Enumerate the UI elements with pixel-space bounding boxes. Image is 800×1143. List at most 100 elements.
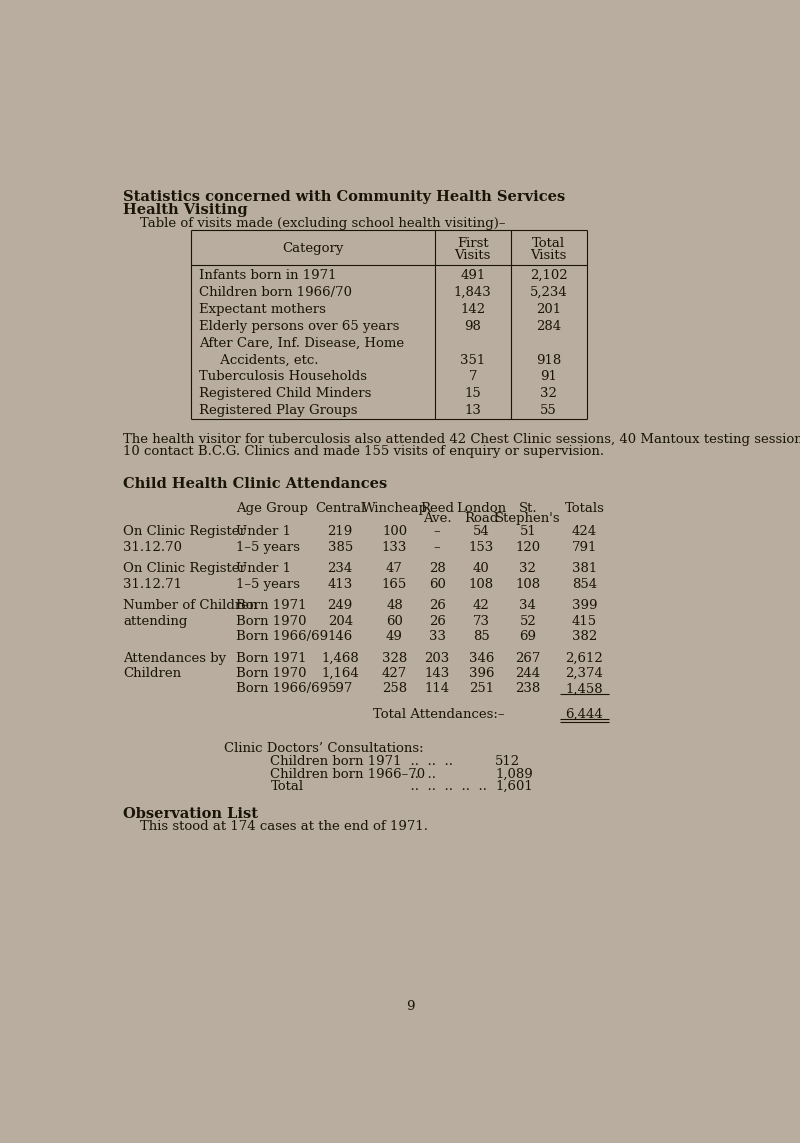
Text: Child Health Clinic Attendances: Child Health Clinic Attendances [123,478,387,491]
Text: 382: 382 [572,630,597,644]
Text: ..  ..  ..: .. .. .. [402,756,454,768]
Text: Under 1: Under 1 [236,526,290,538]
Text: 10 contact B.C.G. Clinics and made 155 visits of enquiry or supervision.: 10 contact B.C.G. Clinics and made 155 v… [123,445,604,458]
Text: 51: 51 [519,526,536,538]
Text: 28: 28 [429,562,446,575]
Text: Born 1970: Born 1970 [236,666,306,680]
Text: On Clinic Register: On Clinic Register [123,526,246,538]
Text: 54: 54 [473,526,490,538]
Text: 133: 133 [382,541,407,553]
Text: Total: Total [532,238,566,250]
Text: 42: 42 [473,599,490,613]
Text: 424: 424 [572,526,597,538]
Text: Tuberculosis Households: Tuberculosis Households [199,370,367,383]
Text: Attendances by: Attendances by [123,652,226,664]
Text: Total Attendances:–: Total Attendances:– [373,708,505,721]
Text: 7: 7 [469,370,477,383]
Text: 381: 381 [572,562,597,575]
Text: 98: 98 [464,320,482,333]
Text: 2,374: 2,374 [566,666,603,680]
Text: 108: 108 [469,577,494,591]
Text: 31.12.71: 31.12.71 [123,577,182,591]
Text: 249: 249 [328,599,353,613]
Text: Stephen's: Stephen's [495,512,561,525]
Text: 413: 413 [328,577,353,591]
Text: 100: 100 [382,526,407,538]
Text: 60: 60 [386,615,403,628]
Text: 238: 238 [515,682,541,695]
Text: Road: Road [464,512,498,525]
Text: 234: 234 [328,562,353,575]
Text: 201: 201 [536,303,562,315]
Text: St.: St. [518,502,537,515]
Text: 26: 26 [429,599,446,613]
Text: 108: 108 [515,577,540,591]
Text: 40: 40 [473,562,490,575]
Text: Born 1966/69: Born 1966/69 [236,630,328,644]
Text: Number of Children: Number of Children [123,599,258,613]
Text: 427: 427 [382,666,407,680]
Text: Clinic Doctors’ Consultations:: Clinic Doctors’ Consultations: [224,742,424,754]
Text: –: – [434,541,441,553]
Text: Total: Total [270,781,304,793]
Text: London: London [456,502,506,515]
Text: Born 1971: Born 1971 [236,652,306,664]
Text: Age Group: Age Group [236,502,307,515]
Text: Health Visiting: Health Visiting [123,202,248,217]
Text: 1,468: 1,468 [322,652,359,664]
Text: 26: 26 [429,615,446,628]
Text: ..  ..  ..  ..  ..: .. .. .. .. .. [402,781,487,793]
Text: 47: 47 [386,562,403,575]
Text: 1–5 years: 1–5 years [236,541,300,553]
Text: 1,843: 1,843 [454,286,492,298]
Text: –: – [434,526,441,538]
Text: 32: 32 [519,562,536,575]
Text: 165: 165 [382,577,407,591]
Text: 267: 267 [515,652,541,664]
Text: 13: 13 [464,405,482,417]
Text: On Clinic Register: On Clinic Register [123,562,246,575]
Text: attending: attending [123,615,188,628]
Text: 1,164: 1,164 [322,666,359,680]
Text: 120: 120 [515,541,540,553]
Text: 219: 219 [328,526,353,538]
Text: Expectant mothers: Expectant mothers [199,303,326,315]
Text: 5,234: 5,234 [530,286,568,298]
Text: 284: 284 [536,320,562,333]
Text: 244: 244 [515,666,540,680]
Text: Children born 1966/70: Children born 1966/70 [199,286,352,298]
Text: Children born 1966–70: Children born 1966–70 [270,768,426,781]
Text: Observation List: Observation List [123,807,258,821]
Text: Ave.: Ave. [423,512,451,525]
Text: After Care, Inf. Disease, Home: After Care, Inf. Disease, Home [199,336,404,350]
Text: 1,601: 1,601 [495,781,533,793]
Text: Accidents, etc.: Accidents, etc. [199,353,318,367]
Text: 33: 33 [429,630,446,644]
Text: 48: 48 [386,599,403,613]
Text: 153: 153 [469,541,494,553]
Text: This stood at 174 cases at the end of 1971.: This stood at 174 cases at the end of 19… [140,821,428,833]
Text: Statistics concerned with Community Health Services: Statistics concerned with Community Heal… [123,190,566,203]
Text: The health visitor for tuberculosis also attended 42 Chest Clinic sessions, 40 M: The health visitor for tuberculosis also… [123,433,800,446]
Text: 512: 512 [495,756,520,768]
Text: 204: 204 [328,615,353,628]
Text: 69: 69 [519,630,536,644]
Text: 52: 52 [519,615,536,628]
Text: 31.12.70: 31.12.70 [123,541,182,553]
Text: 854: 854 [572,577,597,591]
Text: Visits: Visits [454,249,491,262]
Text: Under 1: Under 1 [236,562,290,575]
Text: 251: 251 [469,682,494,695]
Text: 49: 49 [386,630,403,644]
Text: 143: 143 [425,666,450,680]
Text: 791: 791 [572,541,597,553]
Text: 2,102: 2,102 [530,269,567,282]
Text: 918: 918 [536,353,562,367]
Text: 142: 142 [460,303,486,315]
Text: Born 1966/69: Born 1966/69 [236,682,328,695]
Text: 399: 399 [572,599,597,613]
Text: Reed: Reed [420,502,454,515]
Text: 258: 258 [382,682,407,695]
Text: 73: 73 [473,615,490,628]
Text: 415: 415 [572,615,597,628]
